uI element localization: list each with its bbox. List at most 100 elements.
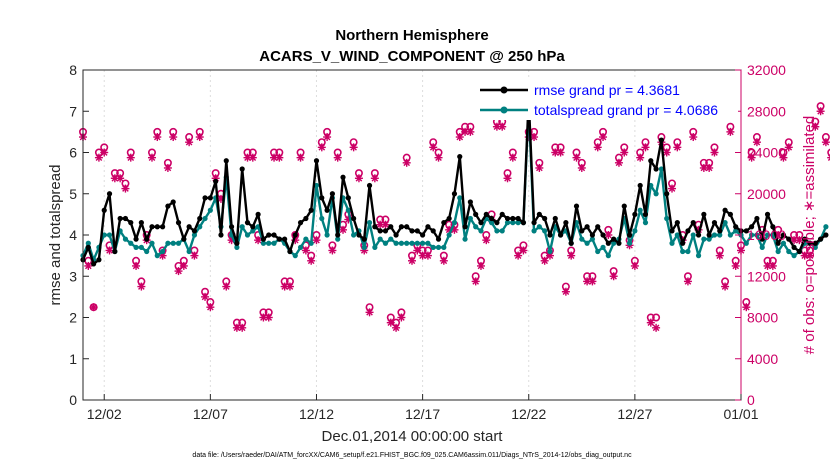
x-tick-label: 12/07 — [193, 406, 228, 422]
spread-point — [706, 236, 712, 242]
rmse-point — [101, 207, 107, 213]
rmse-point — [733, 224, 739, 230]
obs-assimilated-marker — [132, 261, 141, 270]
spread-point — [404, 240, 410, 246]
rmse-point — [621, 203, 627, 209]
obs-assimilated-marker — [588, 277, 597, 286]
spread-point — [478, 228, 484, 234]
rmse-point — [308, 207, 314, 213]
rmse-point — [223, 158, 229, 164]
x-tick-label: 12/27 — [617, 406, 652, 422]
obs-assimilated-marker — [683, 277, 692, 286]
rmse-point — [191, 228, 198, 234]
spread-point — [674, 232, 680, 238]
data-file-footnote: data file: /Users/raeder/DAI/ATM_forcXX/… — [192, 452, 632, 459]
rmse-point — [722, 207, 728, 213]
obs-assimilated-marker — [795, 236, 804, 245]
spread-point — [589, 236, 596, 242]
spread-point — [409, 240, 415, 246]
y-tick-label-left: 4 — [69, 227, 77, 243]
obs-assimilated-marker — [147, 153, 156, 162]
obs-assimilated-marker — [402, 158, 411, 167]
spread-point — [149, 240, 155, 246]
obs-assimilated-marker — [222, 282, 231, 291]
rmse-point — [149, 224, 155, 230]
rmse-point — [664, 191, 670, 197]
rmse-point — [600, 232, 606, 238]
spread-point — [175, 240, 182, 246]
obs-assimilated-marker — [254, 236, 263, 245]
rmse-point — [159, 224, 166, 230]
rmse-point — [181, 236, 187, 242]
obs-assimilated-marker — [206, 303, 215, 312]
rmse-point — [420, 232, 426, 238]
rmse-point — [754, 215, 760, 222]
obs-assimilated-marker — [100, 148, 109, 157]
obs-assimilated-marker — [413, 246, 422, 255]
spread-point — [122, 236, 129, 242]
spread-point — [202, 215, 208, 222]
rmse-point — [817, 236, 824, 242]
rmse-point — [377, 228, 383, 234]
obs-assimilated-marker — [620, 148, 629, 157]
spread-point — [685, 248, 691, 255]
obs-assimilated-marker — [301, 246, 310, 255]
obs-assimilated-marker — [296, 153, 305, 162]
rmse-point — [520, 220, 527, 226]
rmse-point — [345, 195, 351, 201]
rmse-point — [382, 228, 389, 234]
rmse-point — [478, 220, 484, 226]
spread-point — [637, 207, 643, 213]
rmse-point — [393, 232, 399, 238]
spread-point — [733, 228, 739, 234]
spread-point — [494, 228, 500, 234]
rmse-point — [488, 215, 495, 222]
spread-point — [393, 240, 399, 246]
obs-assimilated-marker — [508, 153, 517, 162]
obs-assimilated-marker — [556, 148, 565, 157]
spread-point — [324, 232, 330, 238]
spread-point — [414, 240, 420, 246]
obs-assimilated-marker — [827, 154, 830, 161]
spread-point — [451, 220, 458, 226]
y-tick-label-right: 0 — [747, 392, 755, 408]
spread-point — [351, 232, 357, 238]
rmse-point — [823, 232, 829, 238]
obs-assimilated-marker — [333, 153, 342, 162]
rmse-point — [626, 232, 633, 238]
rmse-point — [287, 248, 293, 255]
rmse-point — [228, 224, 235, 230]
obs-assimilated-marker — [816, 107, 825, 116]
y-tick-label-right: 20000 — [747, 186, 786, 202]
rmse-point — [91, 261, 97, 267]
rmse-point — [648, 158, 654, 164]
rmse-point — [616, 240, 622, 246]
spread-point — [170, 240, 176, 246]
obs-assimilated-marker — [349, 143, 358, 152]
obs-assimilated-marker — [94, 153, 103, 162]
spread-point — [319, 215, 325, 222]
obs-assimilated-marker — [179, 261, 188, 270]
legend-spread-marker — [500, 106, 508, 114]
rmse-point — [175, 220, 182, 226]
obs-assimilated-marker — [572, 153, 581, 162]
rmse-point — [717, 228, 723, 234]
spread-point — [711, 232, 718, 238]
spread-point — [743, 240, 749, 246]
spread-point — [547, 248, 553, 255]
spread-point — [366, 220, 373, 226]
spread-point — [722, 220, 728, 226]
obs-assimilated-marker — [742, 303, 751, 312]
obs-assimilated-marker — [121, 184, 130, 193]
spread-point — [680, 248, 686, 255]
spread-point — [584, 240, 590, 246]
x-tick-label: 01/01 — [723, 406, 758, 422]
spread-point — [542, 228, 548, 234]
rmse-point — [632, 211, 638, 217]
y-tick-label-right: 8000 — [747, 310, 778, 326]
spread-point — [457, 195, 463, 201]
x-tick-label: 12/12 — [299, 406, 334, 422]
spread-point — [292, 253, 298, 259]
spread-point — [303, 236, 309, 242]
rmse-point — [786, 236, 792, 242]
